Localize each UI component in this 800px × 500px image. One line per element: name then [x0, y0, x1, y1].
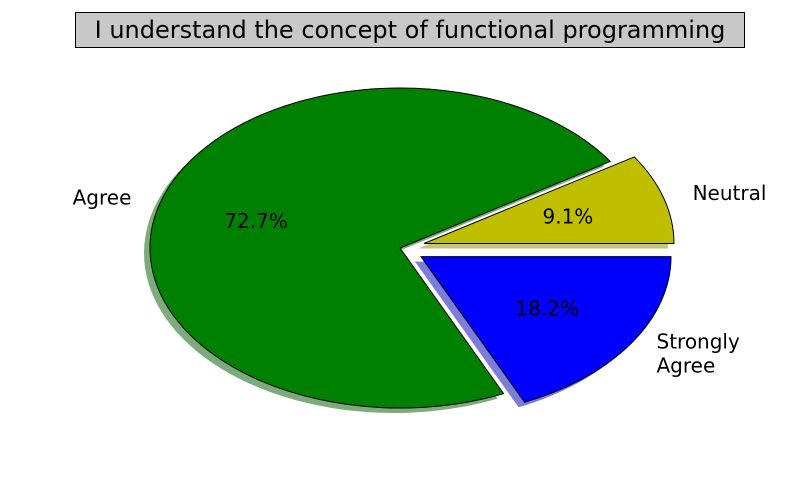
pct-label-agree: 72.7% — [224, 209, 288, 233]
slice-label-agree: Agree — [73, 186, 132, 210]
pie-slice-strongly-agree — [420, 256, 672, 403]
slice-label-strongly-agree: Strongly Agree — [657, 330, 740, 378]
pct-label-neutral: 9.1% — [542, 204, 593, 228]
pie-slice-neutral — [423, 156, 675, 244]
chart-title: I understand the concept of functional p… — [75, 12, 745, 48]
slice-label-neutral: Neutral — [693, 181, 767, 205]
pie-slice-agree — [149, 87, 612, 409]
pct-label-strongly-agree: 18.2% — [515, 297, 579, 321]
